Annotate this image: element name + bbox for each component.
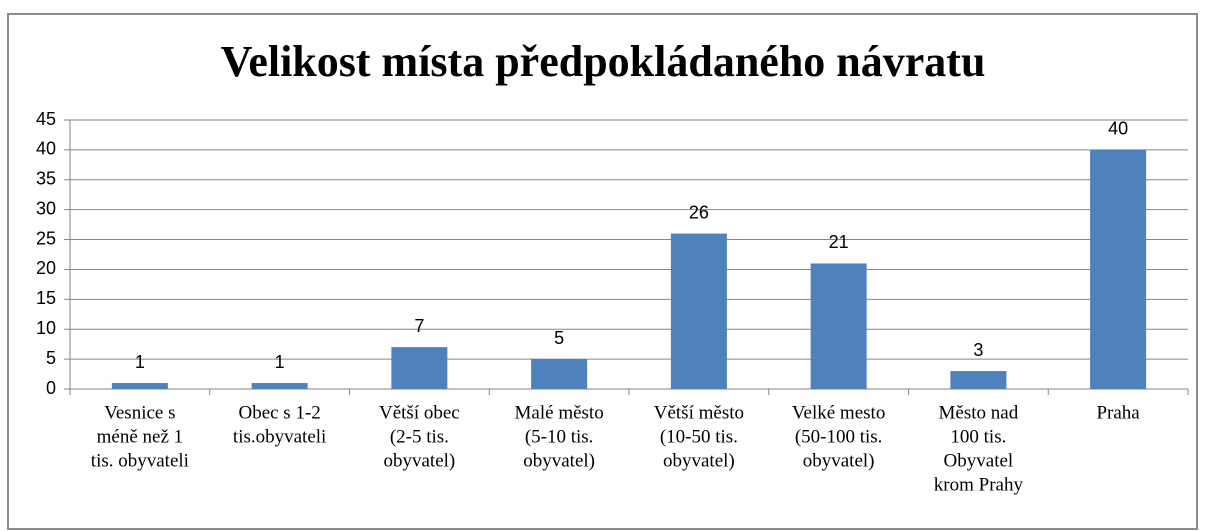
bar xyxy=(391,347,448,389)
x-tick-label: Obec s 1-2 xyxy=(238,402,320,423)
y-tick-label: 0 xyxy=(46,378,56,398)
x-tick-label: Vesnice s xyxy=(104,402,175,423)
y-tick-label: 25 xyxy=(36,228,56,248)
x-tick-label: Město nad xyxy=(939,402,1019,423)
x-tick-label: tis.obyvateli xyxy=(233,426,326,447)
bar xyxy=(670,233,727,389)
chart-title: Velikost místa předpokládaného návratu xyxy=(221,37,986,86)
bar xyxy=(251,383,308,389)
x-tick-label: (2-5 tis. xyxy=(390,426,449,447)
y-tick-label: 15 xyxy=(36,288,56,308)
x-tick-label: (5-10 tis. xyxy=(525,426,594,447)
x-tick-label: Obyvatel xyxy=(944,450,1014,471)
x-tick-label: obyvatel) xyxy=(663,450,735,471)
x-tick-label: méně než 1 xyxy=(97,426,184,447)
value-label: 1 xyxy=(135,352,145,372)
y-tick-label: 10 xyxy=(36,318,56,338)
chart-border xyxy=(7,13,1198,530)
x-tick-label: obyvatel) xyxy=(523,450,595,471)
bar xyxy=(950,371,1007,389)
bar xyxy=(810,263,867,389)
x-tick-label: Větší město xyxy=(654,402,744,423)
y-tick-label: 30 xyxy=(36,198,56,218)
value-label: 1 xyxy=(275,352,285,372)
x-tick-label: Větší obec xyxy=(379,402,460,423)
x-tick-label: (10-50 tis. xyxy=(660,426,738,447)
value-label: 40 xyxy=(1108,119,1128,139)
value-label: 5 xyxy=(554,328,564,348)
y-tick-label: 20 xyxy=(36,258,56,278)
x-tick-label: obyvatel) xyxy=(383,450,455,471)
bar xyxy=(111,383,168,389)
value-label: 7 xyxy=(414,316,424,336)
y-tick-label: 40 xyxy=(36,139,56,159)
y-tick-label: 35 xyxy=(36,169,56,189)
x-tick-label: Malé město xyxy=(515,402,604,423)
x-tick-label: obyvatel) xyxy=(803,450,875,471)
value-label: 26 xyxy=(689,202,709,222)
value-label: 21 xyxy=(829,232,849,252)
bar xyxy=(1090,149,1147,389)
x-tick-label: Praha xyxy=(1096,402,1140,423)
value-label: 3 xyxy=(973,340,983,360)
y-tick-label: 5 xyxy=(46,348,56,368)
x-tick-label: tis. obyvateli xyxy=(91,450,189,471)
bar xyxy=(531,359,588,389)
x-tick-label: (50-100 tis. xyxy=(795,426,883,447)
x-tick-label: Velké mesto xyxy=(792,402,885,423)
x-tick-label: 100 tis. xyxy=(950,426,1006,447)
y-tick-label: 45 xyxy=(36,109,56,129)
x-tick-label: krom Prahy xyxy=(934,474,1024,495)
